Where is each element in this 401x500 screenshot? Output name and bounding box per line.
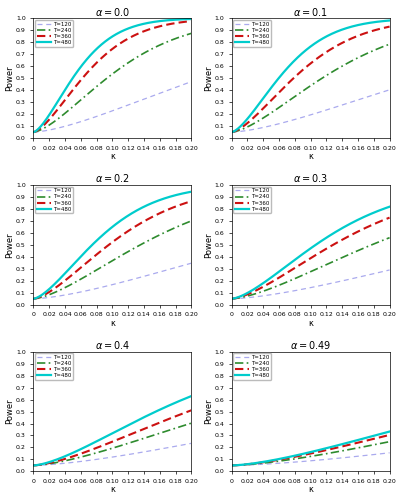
- X-axis label: κ: κ: [308, 152, 312, 161]
- X-axis label: κ: κ: [110, 486, 115, 494]
- Legend: T=120, T=240, T=360, T=480: T=120, T=240, T=360, T=480: [35, 186, 73, 214]
- Y-axis label: Power: Power: [6, 66, 14, 91]
- Title: $\alpha=0.4$: $\alpha=0.4$: [95, 339, 130, 351]
- Title: $\alpha=0.2$: $\alpha=0.2$: [95, 172, 129, 184]
- Legend: T=120, T=240, T=360, T=480: T=120, T=240, T=360, T=480: [35, 354, 73, 380]
- Title: $\alpha=0.3$: $\alpha=0.3$: [292, 172, 327, 184]
- Legend: T=120, T=240, T=360, T=480: T=120, T=240, T=360, T=480: [233, 186, 271, 214]
- Title: $\alpha=0.1$: $\alpha=0.1$: [292, 6, 327, 18]
- Y-axis label: Power: Power: [203, 66, 212, 91]
- Legend: T=120, T=240, T=360, T=480: T=120, T=240, T=360, T=480: [233, 20, 271, 46]
- Legend: T=120, T=240, T=360, T=480: T=120, T=240, T=360, T=480: [35, 20, 73, 46]
- X-axis label: κ: κ: [308, 486, 312, 494]
- Title: $\alpha=0.0$: $\alpha=0.0$: [95, 6, 130, 18]
- X-axis label: κ: κ: [110, 319, 115, 328]
- Title: $\alpha=0.49$: $\alpha=0.49$: [289, 339, 330, 351]
- Legend: T=120, T=240, T=360, T=480: T=120, T=240, T=360, T=480: [233, 354, 271, 380]
- X-axis label: κ: κ: [110, 152, 115, 161]
- Y-axis label: Power: Power: [203, 398, 212, 424]
- X-axis label: κ: κ: [308, 319, 312, 328]
- Y-axis label: Power: Power: [203, 232, 212, 258]
- Y-axis label: Power: Power: [6, 398, 14, 424]
- Y-axis label: Power: Power: [6, 232, 14, 258]
